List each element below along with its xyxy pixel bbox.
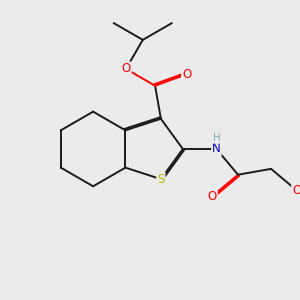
Text: N: N — [212, 142, 221, 155]
Text: O: O — [208, 190, 217, 203]
Text: O: O — [182, 68, 191, 81]
Text: H: H — [213, 133, 221, 143]
Text: O: O — [122, 62, 130, 75]
Text: O: O — [292, 184, 300, 197]
Text: S: S — [157, 173, 165, 186]
